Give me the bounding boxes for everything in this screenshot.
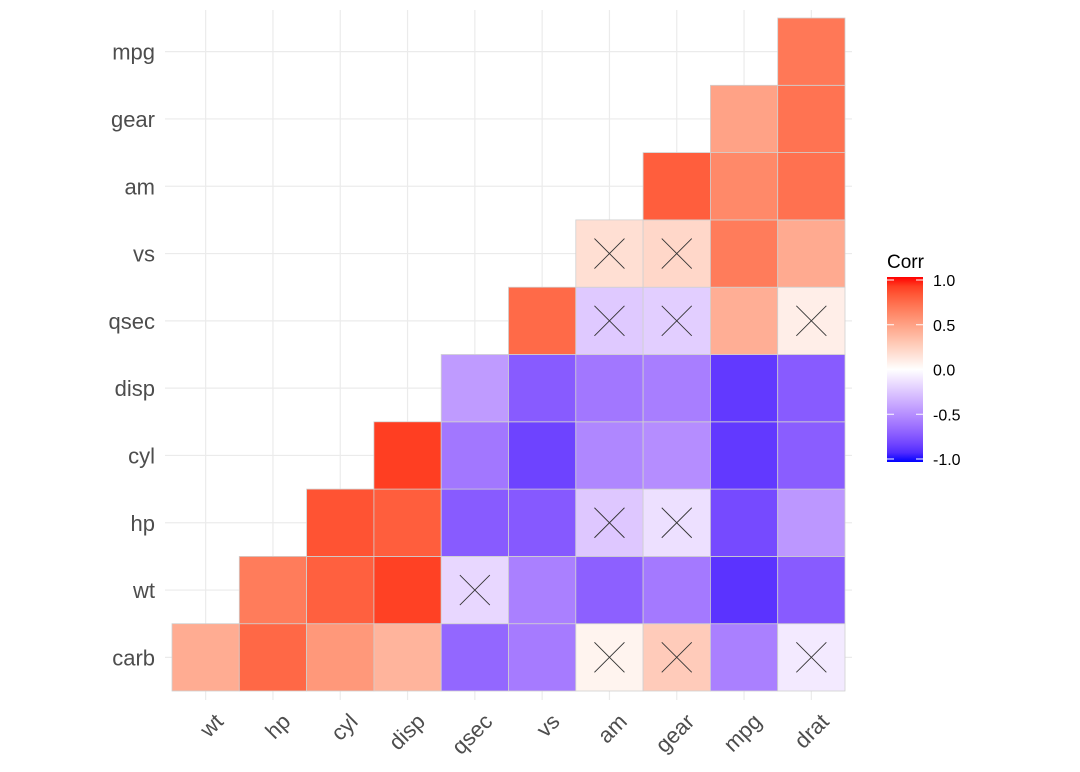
heatmap-cell-disp-am	[575, 354, 644, 423]
x-tick-label: wt	[194, 709, 228, 743]
insignificant-x-marker	[796, 305, 827, 337]
heatmap-cell-wt-cyl	[306, 556, 375, 625]
heatmap-cell-disp-mpg	[710, 354, 779, 423]
y-tick-label: hp	[131, 511, 155, 536]
insignificant-x-marker	[661, 238, 693, 269]
heatmap-cell-disp-qsec	[440, 354, 509, 423]
y-tick-label: wt	[132, 578, 155, 603]
insignificant-x-marker	[661, 507, 693, 539]
insignificant-x-marker	[661, 305, 693, 337]
heatmap-cell-wt-drat	[777, 556, 846, 625]
x-tick-label: qsec	[447, 709, 498, 760]
legend-tick-label: 0.5	[933, 318, 955, 335]
heatmap-cell-cyl-mpg	[710, 421, 779, 490]
heatmap-cell-carb-vs	[508, 623, 577, 692]
y-tick-label: qsec	[109, 309, 155, 334]
heatmap-cell-disp-vs	[508, 354, 577, 423]
heatmap-cell-hp-cyl	[306, 488, 375, 557]
heatmap-cell-cyl-am	[575, 421, 644, 490]
y-tick-label: gear	[111, 107, 155, 132]
heatmap-cell-vs-drat	[777, 219, 846, 288]
heatmap-cell-hp-disp	[373, 488, 442, 557]
heatmap-cell-carb-wt	[171, 623, 240, 692]
x-tick-label: vs	[531, 709, 564, 742]
heatmap-cell-carb-hp	[238, 623, 308, 692]
legend-tick-label: -0.5	[933, 407, 961, 424]
x-tick-label: drat	[789, 709, 833, 753]
legend-title: Corr	[887, 252, 925, 273]
legend-tick-label: 0.0	[933, 363, 955, 380]
heatmap-cell-carb-gear	[642, 623, 711, 692]
x-tick-label: hp	[260, 709, 295, 744]
heatmap-cell-vs-mpg	[710, 219, 779, 288]
insignificant-x-marker	[594, 507, 625, 539]
heatmap-cell-qsec-vs	[508, 286, 577, 355]
heatmap-cell-wt-gear	[642, 556, 711, 625]
heatmap-cell-hp-drat	[777, 488, 846, 557]
insignificant-x-marker	[661, 642, 693, 673]
insignificant-x-marker	[594, 642, 625, 673]
y-tick-label: mpg	[112, 40, 155, 65]
x-tick-label: gear	[650, 709, 699, 758]
heatmap-cell-gear-drat	[777, 84, 846, 154]
insignificant-x-marker	[796, 642, 827, 673]
heatmap-cell-disp-drat	[777, 354, 846, 423]
heatmap-cell-qsec-mpg	[710, 286, 779, 355]
heatmap-cell-wt-disp	[373, 556, 442, 625]
heatmap-cell-am-drat	[777, 152, 846, 221]
y-tick-label: am	[124, 174, 155, 199]
heatmap-cell-hp-vs	[508, 488, 577, 557]
heatmap-cell-gear-mpg	[710, 84, 779, 154]
y-tick-label: vs	[133, 242, 155, 267]
legend: Corr 1.0 0.5 0.0 -0.5 -1.0	[887, 252, 961, 469]
heatmap-cell-carb-mpg	[710, 623, 779, 692]
heatmap-cell-am-mpg	[710, 152, 779, 221]
heatmap-cell-cyl-drat	[777, 421, 846, 490]
x-tick-label: cyl	[326, 709, 363, 746]
heatmap-cell-cyl-qsec	[440, 421, 509, 490]
heatmap-cell-wt-am	[575, 556, 644, 625]
heatmap-cell-wt-hp	[238, 556, 308, 625]
heatmap-cell-carb-qsec	[440, 623, 509, 692]
heatmap-cell-carb-cyl	[306, 623, 375, 692]
heatmap-cell-cyl-disp	[373, 421, 442, 490]
x-tick-label: disp	[384, 709, 430, 755]
y-tick-label: disp	[115, 376, 155, 401]
heatmap-cell-wt-mpg	[710, 556, 779, 625]
insignificant-x-marker	[594, 238, 625, 269]
heatmap-cell-wt-vs	[508, 556, 577, 625]
heatmap-cell-am-gear	[642, 152, 711, 221]
heatmap-cell-hp-mpg	[710, 488, 779, 557]
heatmap-cell-hp-qsec	[440, 488, 509, 557]
y-tick-label: cyl	[128, 443, 155, 468]
legend-tick-label: 1.0	[933, 273, 955, 290]
heatmap-cell-cyl-vs	[508, 421, 577, 490]
legend-tick-label: -1.0	[933, 452, 961, 469]
heatmap-cell-disp-gear	[642, 354, 711, 423]
heatmap-cell-mpg-drat	[777, 17, 846, 86]
x-tick-label: am	[593, 709, 632, 748]
x-tick-label: mpg	[719, 709, 767, 757]
heatmap-cell-carb-disp	[373, 623, 442, 692]
heatmap-cell-cyl-gear	[642, 421, 711, 490]
y-tick-label: carb	[112, 645, 155, 670]
insignificant-x-marker	[594, 305, 625, 337]
insignificant-x-marker	[459, 574, 491, 606]
